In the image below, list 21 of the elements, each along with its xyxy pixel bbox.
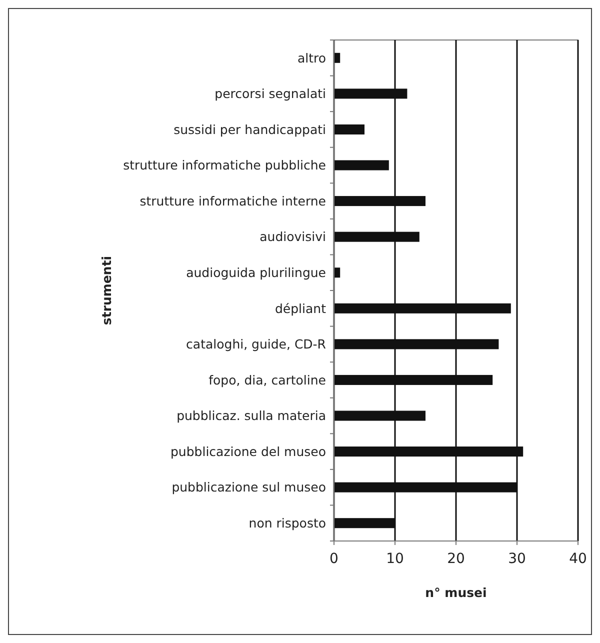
y-tick-label: pubblicazione sul museo [172,480,326,495]
y-tick-label: strutture informatiche interne [140,193,326,208]
y-axis-title: strumenti [99,256,114,326]
y-tick-label: audiovisivi [260,229,326,244]
y-tick-label: non risposto [248,515,326,530]
x-axis-title: n° musei [425,585,487,600]
y-tick-label: altro [297,50,326,66]
x-tick-label: 0 [330,551,338,567]
y-tick-label: strutture informatiche pubbliche [123,158,326,173]
y-tick-label: percorsi segnalati [214,86,326,102]
x-tick-label: 10 [386,551,404,567]
y-tick-label: pubblicazione del museo [170,444,326,459]
x-tick-label: 30 [508,551,526,567]
y-tick-label: sussidi per handicappati [174,122,326,137]
y-tick-label: cataloghi, guide, CD-R [186,336,326,352]
y-tick-label: audioguida plurilingue [186,264,326,280]
y-tick-label: pubblicaz. sulla materia [176,408,326,424]
y-tick-label: dépliant [275,300,326,316]
x-tick-label: 20 [447,551,465,567]
y-tick-label: fopo, dia, cartoline [208,372,326,388]
x-tick-label: 40 [569,551,587,567]
